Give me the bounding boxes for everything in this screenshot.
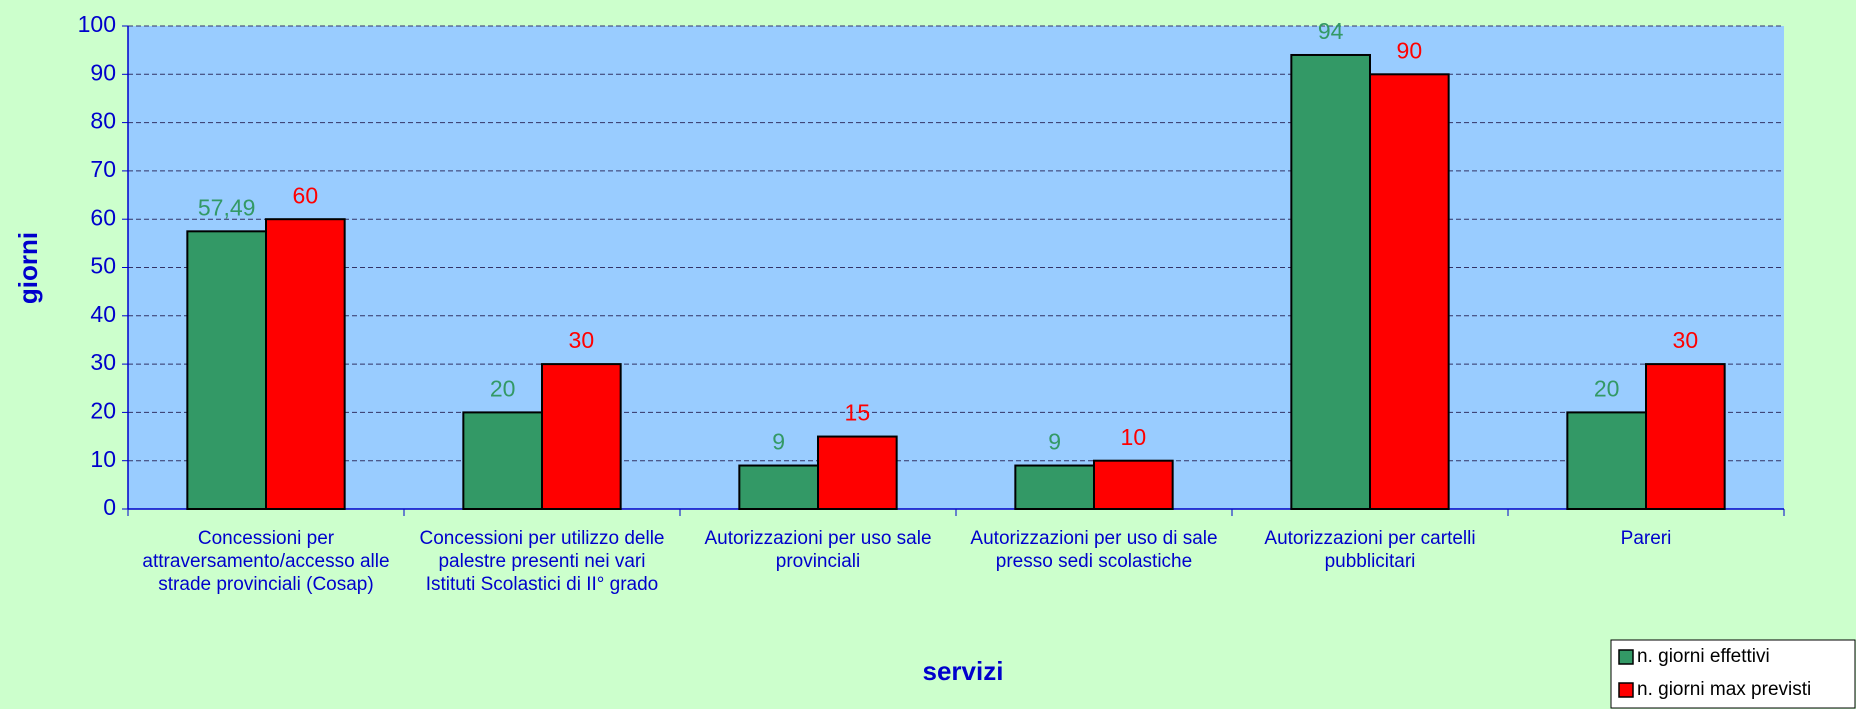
y-tick-label: 50: [90, 253, 116, 279]
y-tick-label: 20: [90, 397, 116, 423]
y-tick-label: 80: [90, 108, 116, 134]
x-tick-label: Autorizzazioni per cartelli pubblicitari: [1264, 528, 1476, 572]
x-tick-label: Concessioni per utilizzo delle palestre …: [419, 528, 665, 595]
y-tick-label: 70: [90, 156, 116, 182]
bar: [738, 464, 820, 510]
y-tick-label: 40: [90, 301, 116, 327]
bar: [186, 230, 267, 510]
y-tick-label: 100: [78, 11, 116, 37]
bar: [1645, 363, 1726, 510]
legend-box: [1610, 639, 1856, 709]
data-label: 57,49: [198, 194, 256, 220]
legend-label: n. giorni max previsti: [1637, 679, 1811, 700]
y-tick-label: 0: [103, 494, 116, 520]
bar: [462, 411, 543, 510]
y-tick-label: 10: [90, 446, 116, 472]
data-label: 94: [1318, 18, 1344, 44]
data-label: 10: [1121, 424, 1147, 450]
x-tick-label: Autorizzazioni per uso di sale presso se…: [970, 528, 1218, 572]
bar: [541, 363, 622, 510]
bar: [265, 218, 346, 510]
x-tick-label: Pareri: [1620, 528, 1672, 549]
data-label: 15: [845, 400, 871, 426]
legend-swatch: [1618, 649, 1634, 665]
bar: [1093, 459, 1174, 511]
data-label: 20: [490, 375, 516, 401]
data-label: 9: [1048, 429, 1061, 455]
x-axis-title: servizi: [923, 656, 1004, 686]
x-tick-label: Autorizzazioni per uso sale provinciali: [704, 528, 932, 572]
bar: [1014, 464, 1096, 510]
data-label: 30: [1673, 327, 1699, 353]
data-label: 60: [293, 182, 319, 208]
x-tick-label: Concessioni per attraversamento/accesso …: [142, 528, 390, 595]
y-tick-label: 30: [90, 349, 116, 375]
y-axis-title: giorni: [13, 232, 43, 304]
bar: [817, 435, 898, 510]
data-label: 90: [1397, 37, 1423, 63]
data-label: 9: [772, 429, 785, 455]
data-label: 20: [1594, 375, 1620, 401]
y-tick-label: 60: [90, 204, 116, 230]
legend-swatch: [1618, 682, 1634, 698]
data-label: 30: [569, 327, 595, 353]
bar: [1290, 53, 1371, 510]
legend-label: n. giorni effettivi: [1637, 646, 1770, 667]
bar: [1369, 73, 1450, 511]
bar: [1566, 411, 1647, 510]
y-tick-label: 90: [90, 59, 116, 85]
